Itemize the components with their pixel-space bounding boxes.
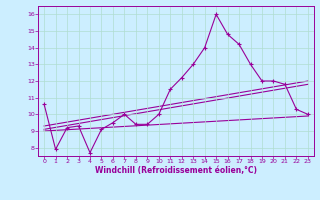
X-axis label: Windchill (Refroidissement éolien,°C): Windchill (Refroidissement éolien,°C) (95, 166, 257, 175)
